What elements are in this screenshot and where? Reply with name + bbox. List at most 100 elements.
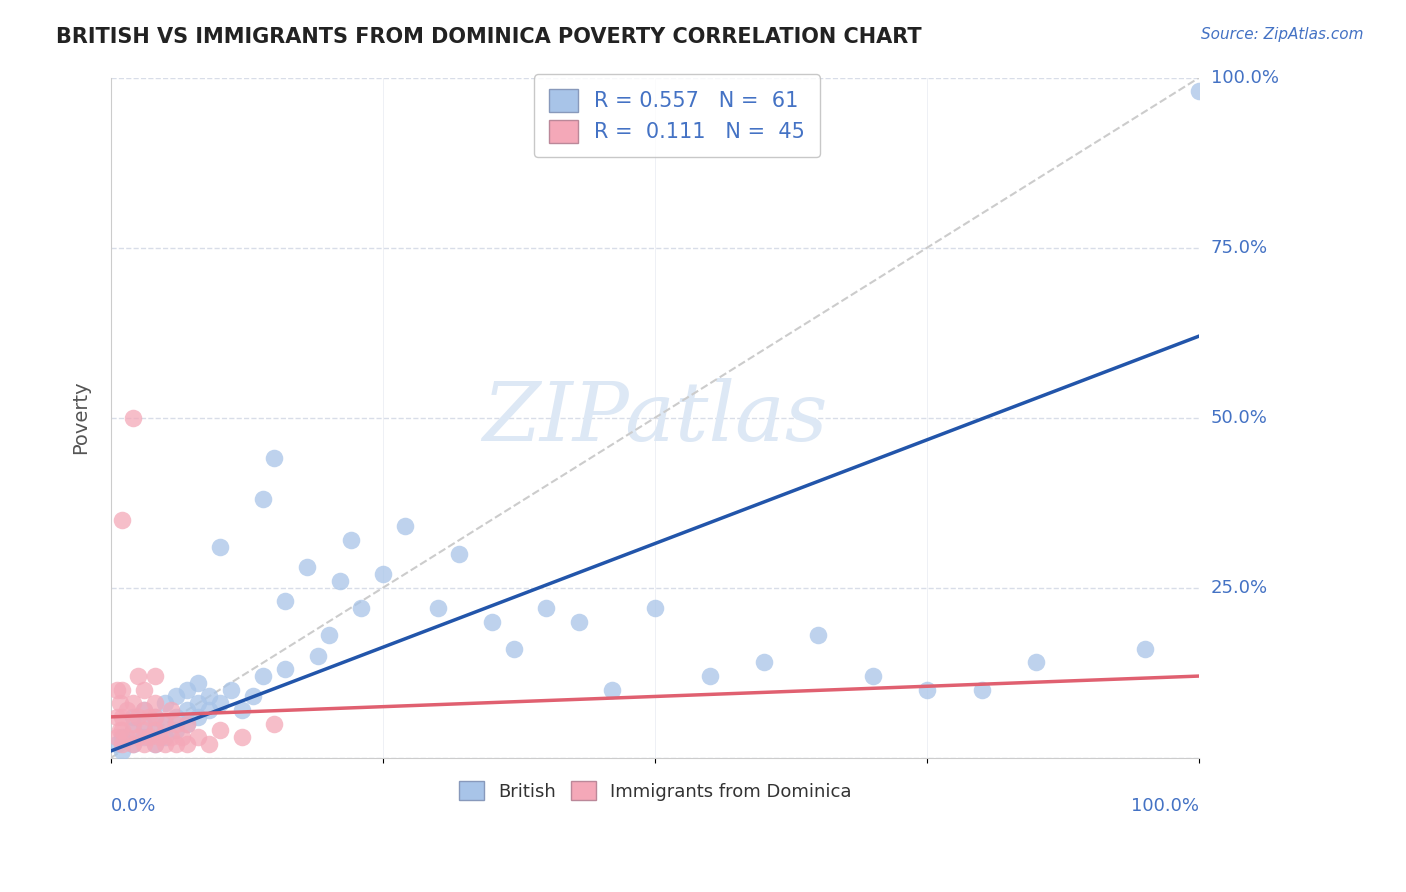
Point <box>155 716 177 731</box>
Point <box>155 716 177 731</box>
Point <box>127 669 149 683</box>
Point <box>105 682 128 697</box>
Point <box>373 567 395 582</box>
Point <box>600 682 623 697</box>
Point <box>1025 656 1047 670</box>
Point <box>187 710 209 724</box>
Point <box>198 737 221 751</box>
Point <box>143 723 166 738</box>
Text: 100.0%: 100.0% <box>1132 797 1199 814</box>
Point <box>176 716 198 731</box>
Point <box>187 696 209 710</box>
Point <box>208 540 231 554</box>
Point <box>111 731 134 745</box>
Point <box>807 628 830 642</box>
Point <box>132 703 155 717</box>
Point <box>132 716 155 731</box>
Point <box>132 731 155 745</box>
Point <box>862 669 884 683</box>
Point <box>917 682 939 697</box>
Point <box>143 737 166 751</box>
Point <box>160 731 183 745</box>
Point <box>121 737 143 751</box>
Point <box>176 737 198 751</box>
Point <box>274 594 297 608</box>
Point <box>176 682 198 697</box>
Point <box>263 716 285 731</box>
Point <box>117 731 139 745</box>
Point <box>318 628 340 642</box>
Point <box>165 723 187 738</box>
Point <box>187 731 209 745</box>
Point <box>111 723 134 738</box>
Point <box>165 737 187 751</box>
Point <box>160 703 183 717</box>
Point <box>329 574 352 588</box>
Point <box>339 533 361 547</box>
Point <box>105 731 128 745</box>
Point <box>198 690 221 704</box>
Point <box>307 648 329 663</box>
Point <box>170 731 193 745</box>
Point <box>121 710 143 724</box>
Point <box>143 737 166 751</box>
Point <box>155 696 177 710</box>
Point <box>143 723 166 738</box>
Point <box>121 723 143 738</box>
Point <box>138 731 160 745</box>
Point <box>1188 84 1211 98</box>
Point <box>263 451 285 466</box>
Point <box>143 669 166 683</box>
Point <box>127 710 149 724</box>
Point <box>143 710 166 724</box>
Point <box>502 641 524 656</box>
Text: 75.0%: 75.0% <box>1211 238 1268 257</box>
Point <box>121 696 143 710</box>
Point <box>138 710 160 724</box>
Text: Source: ZipAtlas.com: Source: ZipAtlas.com <box>1201 27 1364 42</box>
Text: ZIPatlas: ZIPatlas <box>482 377 828 458</box>
Y-axis label: Poverty: Poverty <box>72 381 90 454</box>
Point <box>231 731 253 745</box>
Point <box>252 669 274 683</box>
Text: 25.0%: 25.0% <box>1211 579 1268 597</box>
Point <box>155 731 177 745</box>
Point <box>165 690 187 704</box>
Point <box>568 615 591 629</box>
Point <box>752 656 775 670</box>
Point <box>644 601 666 615</box>
Point <box>449 547 471 561</box>
Point <box>970 682 993 697</box>
Text: BRITISH VS IMMIGRANTS FROM DOMINICA POVERTY CORRELATION CHART: BRITISH VS IMMIGRANTS FROM DOMINICA POVE… <box>56 27 922 46</box>
Point <box>132 723 155 738</box>
Point <box>105 737 128 751</box>
Point <box>208 696 231 710</box>
Point <box>111 513 134 527</box>
Point <box>481 615 503 629</box>
Point <box>1133 641 1156 656</box>
Point <box>176 703 198 717</box>
Point <box>231 703 253 717</box>
Point <box>108 696 131 710</box>
Point <box>132 682 155 697</box>
Point <box>143 710 166 724</box>
Point <box>208 723 231 738</box>
Point <box>111 737 134 751</box>
Point <box>121 716 143 731</box>
Point <box>198 703 221 717</box>
Point <box>111 682 134 697</box>
Point <box>295 560 318 574</box>
Point <box>155 737 177 751</box>
Point <box>165 710 187 724</box>
Point <box>117 703 139 717</box>
Point <box>350 601 373 615</box>
Text: 50.0%: 50.0% <box>1211 409 1267 426</box>
Point <box>105 710 128 724</box>
Point <box>127 731 149 745</box>
Point <box>149 731 172 745</box>
Point <box>111 744 134 758</box>
Point <box>242 690 264 704</box>
Text: 0.0%: 0.0% <box>111 797 156 814</box>
Point <box>219 682 242 697</box>
Point <box>426 601 449 615</box>
